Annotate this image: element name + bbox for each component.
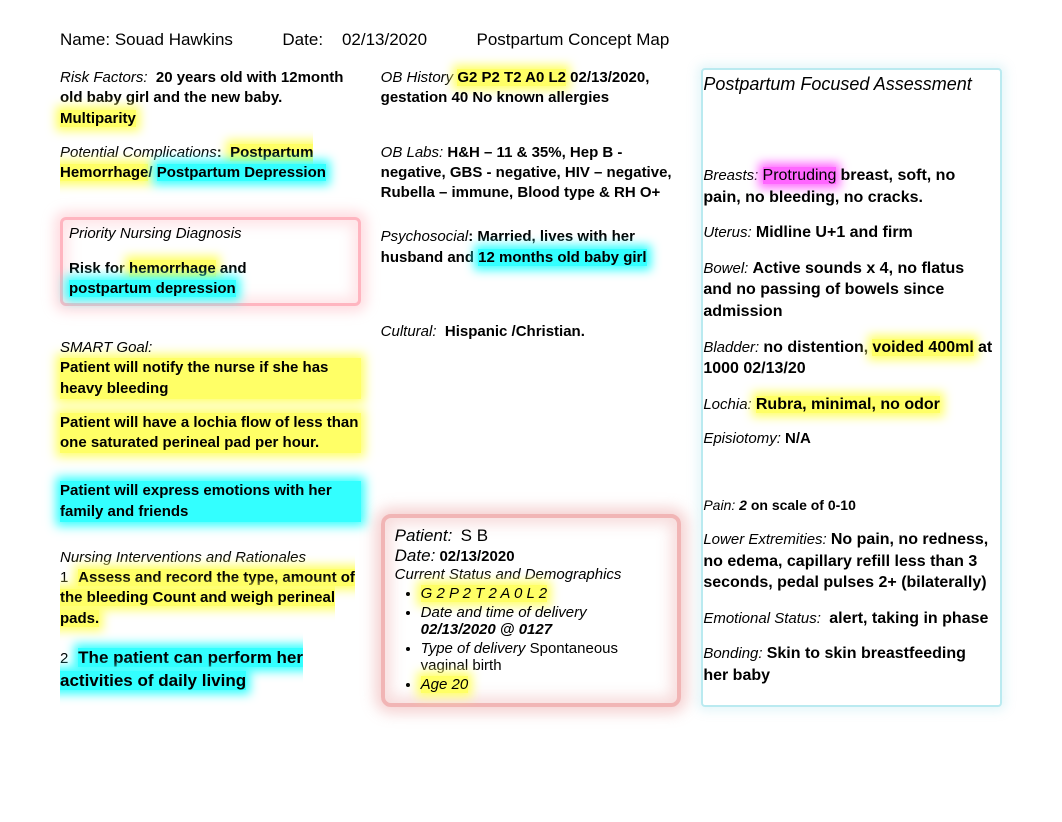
breasts-label: Breasts: — [703, 167, 758, 184]
breasts-highlight: Protruding — [763, 167, 837, 184]
pain-value: 2 — [739, 497, 747, 513]
lochia-highlight: Rubra, minimal, no odor — [756, 396, 940, 413]
intervention-1-text: Assess and record the type, amount of th… — [60, 569, 355, 627]
dx-mid: and — [220, 260, 247, 277]
date-label: Date: — [282, 30, 323, 49]
complications-slash: / — [148, 164, 152, 181]
risk-factors-section: Risk Factors: 20 years old with 12month … — [60, 68, 361, 129]
cultural-label: Cultural: — [381, 323, 437, 340]
ob-history-code: G2 P2 T2 A0 L2 — [457, 69, 566, 86]
risk-factors-highlight: Multiparity — [60, 110, 136, 127]
episiotomy-text: N/A — [785, 430, 811, 447]
dx-pre: Risk for — [69, 260, 125, 277]
demo-delivery-type: Type of delivery Spontaneous vaginal bir… — [421, 640, 668, 674]
pbox-date-label: Date: — [395, 546, 436, 565]
smart-goal-3: Patient will express emotions with her f… — [60, 481, 361, 522]
name-value: Souad Hawkins — [115, 30, 233, 49]
interventions-heading: Nursing Interventions and Rationales — [60, 548, 361, 568]
emotional-status-row: Emotional Status: alert, taking in phase — [703, 608, 994, 630]
patient-label: Patient: — [395, 526, 453, 545]
assessment-title: Postpartum Focused Assessment — [703, 74, 994, 95]
lochia-label: Lochia: — [703, 396, 751, 413]
lochia-row: Lochia: Rubra, minimal, no odor — [703, 394, 994, 416]
nursing-diagnosis-box: Priority Nursing Diagnosis Risk for hemo… — [60, 217, 361, 306]
intervention-1-num: 1 — [60, 568, 74, 588]
smart-goal-2: Patient will have a lochia flow of less … — [60, 413, 361, 454]
bladder-label: Bladder: — [703, 339, 759, 356]
psychosocial-label: Psychosocial — [381, 228, 469, 245]
bladder-highlight: voided 400ml — [872, 339, 973, 356]
page-header: Name: Souad Hawkins Date: 02/13/2020 Pos… — [60, 30, 1002, 50]
complications-section: Potential Complications: Postpartum Hemo… — [60, 143, 361, 184]
patient-demographics-box: Patient: S B Date: 02/13/2020 Current St… — [381, 514, 682, 707]
bowel-row: Bowel: Active sounds x 4, no flatus and … — [703, 258, 994, 323]
uterus-label: Uterus: — [703, 224, 751, 241]
patient-value: S B — [461, 526, 488, 545]
complications-colon: : — [217, 144, 222, 161]
middle-column: OB History G2 P2 T2 A0 L2 02/13/2020, ge… — [381, 68, 682, 707]
complication-depression: Postpartum Depression — [157, 164, 326, 181]
left-column: Risk Factors: 20 years old with 12month … — [60, 68, 361, 707]
concept-map-grid: Risk Factors: 20 years old with 12month … — [60, 68, 1002, 707]
demographics-list: G 2 P 2 T 2 A 0 L 2 Date and time of del… — [421, 585, 668, 693]
psychosocial-section: Psychosocial: Married, lives with her hu… — [381, 227, 682, 268]
pbox-date-value: 02/13/2020 — [439, 548, 514, 565]
cultural-text: Hispanic /Christian. — [445, 323, 585, 340]
demographics-heading: Current Status and Demographics — [395, 566, 668, 583]
lower-extremities-label: Lower Extremities: — [703, 531, 826, 548]
demo-gptal: G 2 P 2 T 2 A 0 L 2 — [421, 585, 668, 602]
ob-labs-section: OB Labs: H&H – 11 & 35%, Hep B - negativ… — [381, 143, 682, 204]
right-column: Postpartum Focused Assessment Breasts: P… — [701, 68, 1002, 707]
ob-labs-label: OB Labs: — [381, 144, 444, 161]
interventions-section: Nursing Interventions and Rationales 1 A… — [60, 548, 361, 693]
dx-hemorrhage: hemorrhage — [129, 260, 216, 277]
bladder-row: Bladder: no distention, voided 400ml at … — [703, 337, 994, 380]
demo-delivery-datetime: Date and time of delivery 02/13/2020 @ 0… — [421, 604, 668, 638]
uterus-row: Uterus: Midline U+1 and firm — [703, 222, 994, 244]
emotional-status-text: alert, taking in phase — [829, 610, 988, 627]
complications-label: Potential Complications — [60, 144, 217, 161]
episiotomy-label: Episiotomy: — [703, 430, 781, 447]
bonding-row: Bonding: Skin to skin breastfeeding her … — [703, 643, 994, 686]
pain-row: Pain: 2 on scale of 0-10 — [703, 496, 994, 515]
smart-goal-section: SMART Goal: Patient will notify the nurs… — [60, 338, 361, 522]
nursing-diagnosis-heading: Priority Nursing Diagnosis — [69, 224, 352, 244]
uterus-text: Midline U+1 and firm — [756, 224, 913, 241]
smart-goal-1: Patient will notify the nurse if she has… — [60, 358, 361, 399]
ob-history-label: OB History — [381, 69, 454, 86]
bonding-label: Bonding: — [703, 645, 762, 662]
smart-goal-label: SMART Goal: — [60, 338, 361, 358]
lower-extremities-row: Lower Extremities: No pain, no redness, … — [703, 529, 994, 594]
bladder-pre: no distention, — [763, 339, 868, 356]
date-value: 02/13/2020 — [342, 30, 427, 49]
cultural-section: Cultural: Hispanic /Christian. — [381, 322, 682, 342]
risk-factors-label: Risk Factors: — [60, 69, 148, 86]
psychosocial-highlight: 12 months old baby girl — [478, 249, 646, 266]
intervention-2-text: The patient can perform her activities o… — [60, 648, 303, 690]
name-label: Name: — [60, 30, 110, 49]
demo-age: Age 20 — [421, 676, 668, 693]
episiotomy-row: Episiotomy: N/A — [703, 429, 994, 449]
intervention-2-num: 2 — [60, 649, 74, 669]
bowel-label: Bowel: — [703, 260, 748, 277]
breasts-row: Breasts: Protruding breast, soft, no pai… — [703, 165, 994, 208]
pain-label: Pain: — [703, 497, 735, 513]
emotional-status-label: Emotional Status: — [703, 610, 821, 627]
dx-depression: postpartum depression — [69, 280, 236, 297]
pain-scale: on scale of 0-10 — [751, 497, 856, 513]
page-title: Postpartum Concept Map — [477, 30, 670, 49]
ob-history-section: OB History G2 P2 T2 A0 L2 02/13/2020, ge… — [381, 68, 682, 109]
